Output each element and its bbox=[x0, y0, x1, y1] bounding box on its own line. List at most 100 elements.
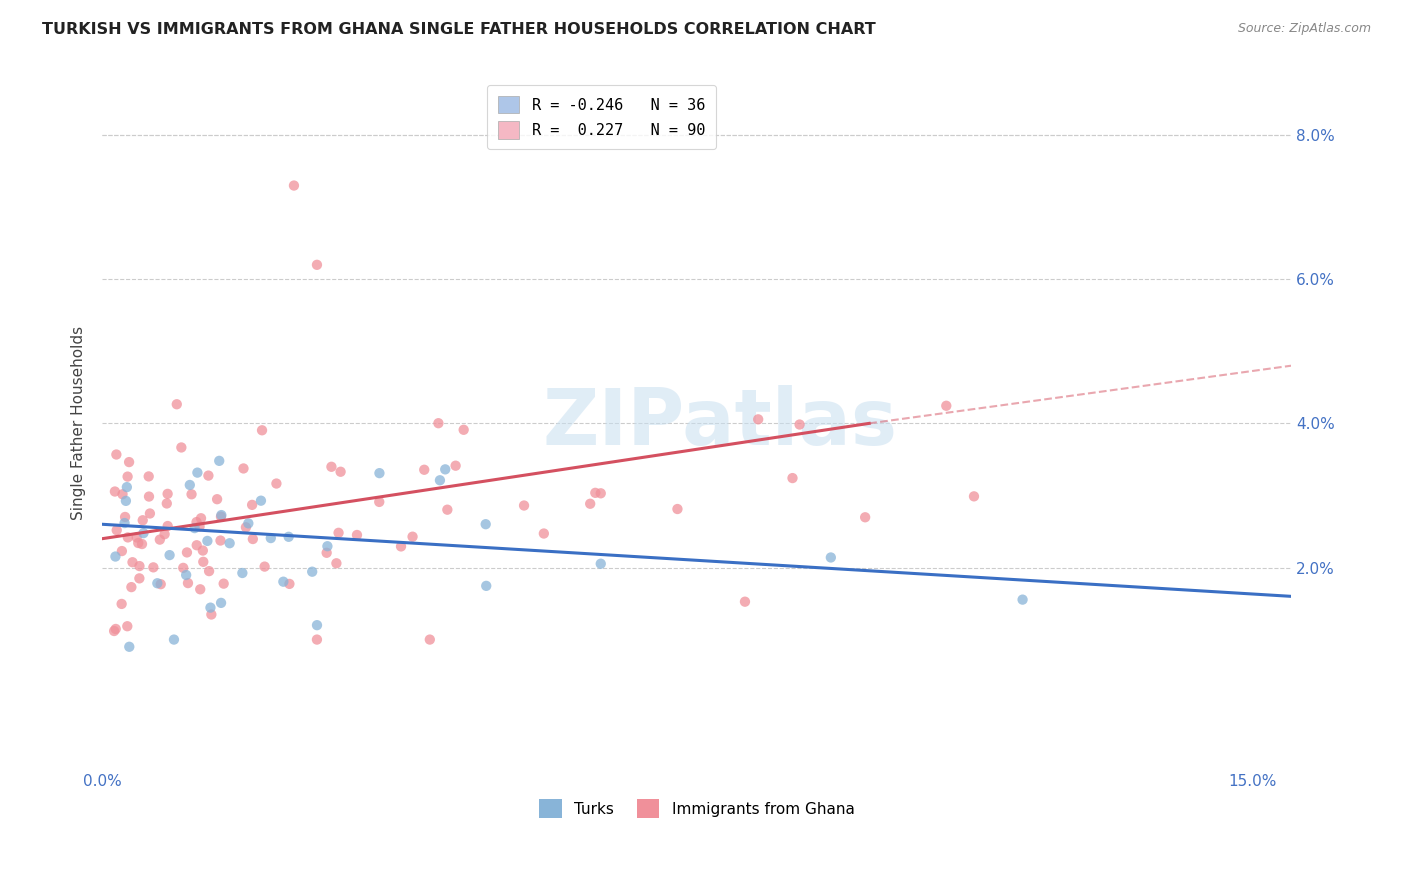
Point bbox=[104, 484, 127, 499]
Point bbox=[125, 531, 148, 545]
Point bbox=[111, 487, 134, 501]
Point bbox=[179, 478, 201, 492]
Point bbox=[232, 461, 254, 475]
Point bbox=[427, 416, 450, 430]
Point bbox=[205, 492, 228, 507]
Point bbox=[153, 527, 176, 541]
Point bbox=[209, 509, 232, 524]
Point bbox=[782, 471, 804, 485]
Point bbox=[197, 533, 219, 548]
Point bbox=[183, 521, 205, 535]
Point bbox=[191, 543, 214, 558]
Point bbox=[250, 493, 273, 508]
Point bbox=[111, 597, 134, 611]
Point bbox=[325, 556, 347, 570]
Point bbox=[273, 574, 295, 589]
Point bbox=[589, 486, 612, 500]
Point bbox=[120, 580, 142, 594]
Point bbox=[579, 497, 602, 511]
Point bbox=[172, 561, 194, 575]
Point bbox=[117, 619, 139, 633]
Point bbox=[231, 566, 253, 580]
Point bbox=[198, 564, 221, 578]
Point bbox=[368, 466, 391, 480]
Point bbox=[589, 557, 612, 571]
Text: ZIPatlas: ZIPatlas bbox=[543, 385, 898, 461]
Point bbox=[149, 533, 172, 547]
Point bbox=[853, 510, 876, 524]
Point bbox=[114, 516, 136, 530]
Point bbox=[156, 496, 179, 510]
Point bbox=[118, 455, 141, 469]
Point bbox=[105, 448, 128, 462]
Point bbox=[117, 530, 139, 544]
Point bbox=[190, 511, 212, 525]
Point bbox=[963, 489, 986, 503]
Point bbox=[193, 555, 215, 569]
Point bbox=[283, 178, 305, 193]
Point bbox=[121, 555, 143, 569]
Point bbox=[127, 536, 149, 550]
Point bbox=[329, 465, 352, 479]
Point bbox=[200, 607, 222, 622]
Point bbox=[238, 516, 260, 531]
Point bbox=[212, 576, 235, 591]
Point bbox=[117, 469, 139, 483]
Point bbox=[250, 423, 273, 437]
Point bbox=[156, 519, 179, 533]
Point bbox=[115, 494, 138, 508]
Point bbox=[434, 462, 457, 476]
Point bbox=[278, 577, 301, 591]
Point bbox=[253, 559, 276, 574]
Point bbox=[305, 258, 328, 272]
Point bbox=[132, 513, 155, 527]
Point bbox=[789, 417, 811, 432]
Point bbox=[166, 397, 188, 411]
Point bbox=[156, 487, 179, 501]
Point bbox=[533, 526, 555, 541]
Point bbox=[820, 550, 842, 565]
Text: TURKISH VS IMMIGRANTS FROM GHANA SINGLE FATHER HOUSEHOLDS CORRELATION CHART: TURKISH VS IMMIGRANTS FROM GHANA SINGLE … bbox=[42, 22, 876, 37]
Point bbox=[103, 624, 125, 638]
Point bbox=[453, 423, 475, 437]
Point bbox=[429, 473, 451, 487]
Point bbox=[186, 466, 208, 480]
Point bbox=[935, 399, 957, 413]
Point bbox=[186, 538, 208, 552]
Point bbox=[475, 579, 498, 593]
Point bbox=[209, 533, 232, 548]
Point bbox=[321, 459, 343, 474]
Point bbox=[128, 559, 150, 574]
Point bbox=[159, 548, 181, 562]
Y-axis label: Single Father Households: Single Father Households bbox=[72, 326, 86, 520]
Point bbox=[131, 537, 153, 551]
Point bbox=[163, 632, 186, 647]
Point bbox=[174, 568, 197, 582]
Point bbox=[104, 549, 127, 564]
Point bbox=[177, 576, 200, 591]
Point bbox=[260, 531, 283, 545]
Point bbox=[208, 454, 231, 468]
Point bbox=[139, 507, 162, 521]
Point bbox=[149, 577, 172, 591]
Text: Source: ZipAtlas.com: Source: ZipAtlas.com bbox=[1237, 22, 1371, 36]
Point bbox=[132, 526, 155, 541]
Point bbox=[413, 463, 436, 477]
Point bbox=[197, 468, 219, 483]
Point bbox=[419, 632, 441, 647]
Point bbox=[242, 532, 264, 546]
Point bbox=[188, 519, 211, 533]
Point bbox=[513, 499, 536, 513]
Point bbox=[389, 540, 412, 554]
Point bbox=[115, 480, 138, 494]
Point bbox=[235, 520, 257, 534]
Point bbox=[138, 490, 160, 504]
Point bbox=[186, 515, 208, 529]
Point bbox=[666, 502, 689, 516]
Point bbox=[277, 530, 299, 544]
Point bbox=[209, 596, 232, 610]
Point bbox=[138, 469, 160, 483]
Point bbox=[180, 487, 202, 501]
Point bbox=[118, 640, 141, 654]
Point bbox=[474, 517, 496, 532]
